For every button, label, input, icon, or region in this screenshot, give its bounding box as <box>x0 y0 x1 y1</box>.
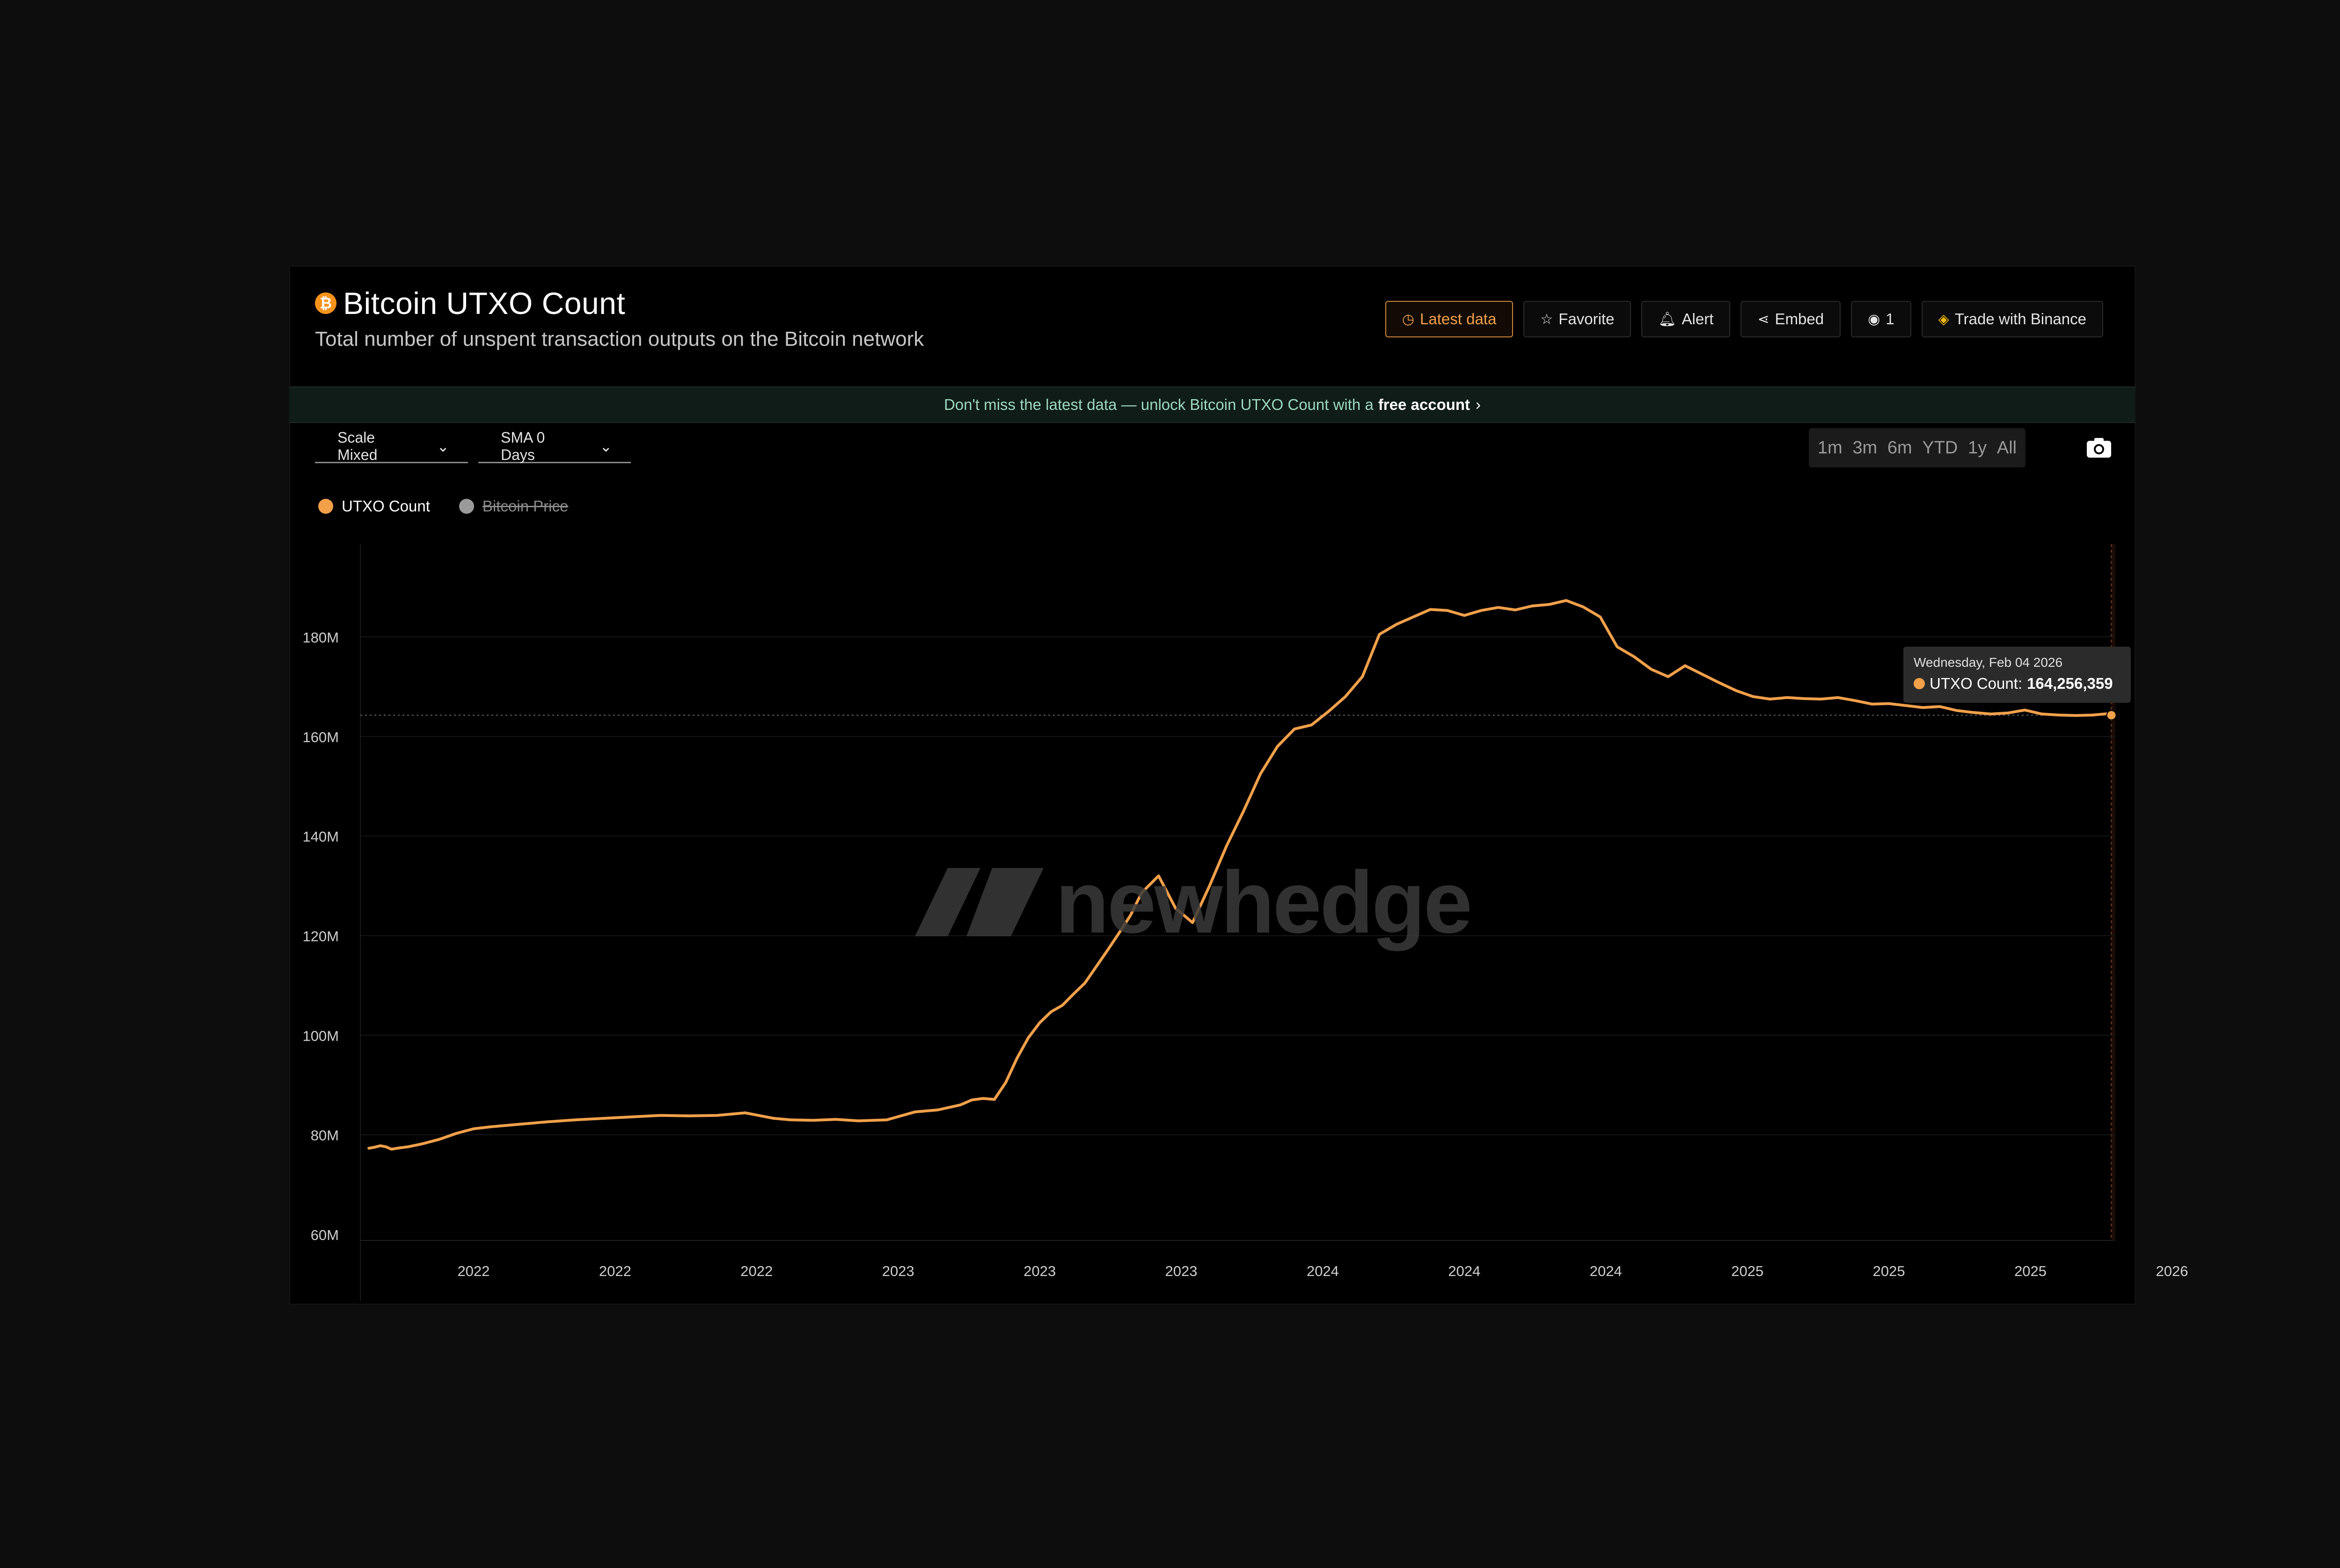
action-toolbar: ◷ Latest data ☆ Favorite 🔔︎ Alert ⋖ Embe… <box>1385 301 2103 337</box>
x-tick-label: 2022 <box>457 1263 490 1279</box>
range-ytd[interactable]: YTD <box>1922 438 1958 458</box>
y-tick-label: 180M <box>302 629 339 646</box>
newhedge-watermark: newhedge <box>915 852 1472 953</box>
range-1m[interactable]: 1m <box>1817 438 1843 458</box>
legend-label-utxo: UTXO Count <box>342 497 430 515</box>
y-tick-label: 140M <box>302 829 339 845</box>
x-tick-label: 2026 <box>2156 1263 2188 1279</box>
page-subtitle: Total number of unspent transaction outp… <box>315 328 924 350</box>
legend-dot-price <box>459 499 474 514</box>
newhedge-logo-icon <box>915 868 1044 936</box>
sma-dropdown[interactable]: SMA 0 Days ⌄ <box>478 429 631 463</box>
scale-dropdown[interactable]: Scale Mixed ⌄ <box>315 429 468 463</box>
tooltip-value: 164,256,359 <box>2027 675 2113 692</box>
y-tick-label: 60M <box>311 1227 339 1243</box>
range-selector: 1m 3m 6m YTD 1y All <box>1809 428 2026 467</box>
x-tick-label: 2024 <box>1590 1263 1622 1279</box>
range-1y[interactable]: 1y <box>1968 438 1987 458</box>
alert-button[interactable]: 🔔︎ Alert <box>1641 301 1731 337</box>
x-tick-label: 2025 <box>1731 1263 1763 1279</box>
x-tick-label: 2024 <box>1448 1263 1480 1279</box>
bell-icon: 🔔︎ <box>1658 311 1676 327</box>
x-tick-label: 2023 <box>1024 1263 1056 1279</box>
embed-button[interactable]: ⋖ Embed <box>1740 301 1841 337</box>
watermark-text: newhedge <box>1055 853 1472 951</box>
latest-data-button[interactable]: ◷ Latest data <box>1385 301 1514 337</box>
series-line-utxo-count <box>367 599 2113 1151</box>
clock-icon: ◷ <box>1402 311 1415 327</box>
share-icon: ⋖ <box>1757 311 1770 327</box>
series-point-latest <box>2106 710 2117 721</box>
eye-icon: ◉ <box>1868 311 1880 327</box>
x-tick-label: 2023 <box>882 1263 914 1279</box>
y-tick-label: 160M <box>302 729 339 745</box>
plot-area <box>360 544 2115 1240</box>
embed-label: Embed <box>1775 310 1824 328</box>
views-count: 1 <box>1886 310 1894 328</box>
favorite-label: Favorite <box>1558 310 1615 328</box>
tooltip-dot <box>1914 678 1925 689</box>
camera-icon[interactable] <box>2085 434 2113 461</box>
title-row: ₿ Bitcoin UTXO Count <box>315 283 625 323</box>
views-button[interactable]: ◉ 1 <box>1851 301 1911 337</box>
signup-banner[interactable]: Don't miss the latest data — unlock Bitc… <box>289 387 2135 423</box>
bitcoin-icon: ₿ <box>315 292 336 314</box>
tooltip-row: UTXO Count: 164,256,359 <box>1914 675 2121 693</box>
hover-highlight-band <box>2111 544 2115 1240</box>
favorite-button[interactable]: ☆ Favorite <box>1523 301 1631 337</box>
trade-binance-button[interactable]: ◈ Trade with Binance <box>1921 301 2103 337</box>
legend-utxo-count[interactable]: UTXO Count <box>318 497 430 515</box>
free-account-link[interactable]: free account <box>1378 396 1470 413</box>
trade-label: Trade with Binance <box>1954 310 2086 328</box>
range-all[interactable]: All <box>1996 438 2017 458</box>
range-3m[interactable]: 3m <box>1852 438 1878 458</box>
y-tick-label: 120M <box>302 928 339 945</box>
chart-tooltip: Wednesday, Feb 04 2026 UTXO Count: 164,2… <box>1903 647 2131 703</box>
y-tick-label: 100M <box>302 1028 339 1044</box>
chevron-right-icon: › <box>1476 396 1481 413</box>
alert-label: Alert <box>1682 310 1714 328</box>
chevron-down-icon: ⌄ <box>437 438 449 455</box>
x-tick-label: 2023 <box>1165 1263 1198 1279</box>
legend-label-price: Bitcoin Price <box>482 497 569 515</box>
sma-label: SMA 0 Days <box>501 429 545 463</box>
chevron-down-icon: ⌄ <box>600 438 612 455</box>
chart-legend: UTXO Count Bitcoin Price <box>318 497 568 515</box>
star-icon: ☆ <box>1540 311 1553 327</box>
x-tick-label: 2025 <box>2014 1263 2047 1279</box>
scale-label: Scale Mixed <box>337 429 378 463</box>
x-tick-label: 2022 <box>740 1263 773 1279</box>
y-tick-label: 80M <box>311 1127 339 1144</box>
x-tick-label: 2022 <box>599 1263 631 1279</box>
x-tick-label: 2024 <box>1307 1263 1339 1279</box>
latest-data-label: Latest data <box>1420 310 1497 328</box>
binance-icon: ◈ <box>1938 311 1949 327</box>
banner-text: Don't miss the latest data — unlock Bitc… <box>943 396 1374 413</box>
tooltip-label: UTXO Count: <box>1930 675 2023 692</box>
x-tick-label: 2025 <box>1873 1263 1905 1279</box>
page-title: Bitcoin UTXO Count <box>343 286 626 321</box>
tooltip-date: Wednesday, Feb 04 2026 <box>1914 655 2063 670</box>
range-6m[interactable]: 6m <box>1887 438 1912 458</box>
legend-dot-utxo <box>318 499 333 514</box>
legend-bitcoin-price[interactable]: Bitcoin Price <box>459 497 568 515</box>
